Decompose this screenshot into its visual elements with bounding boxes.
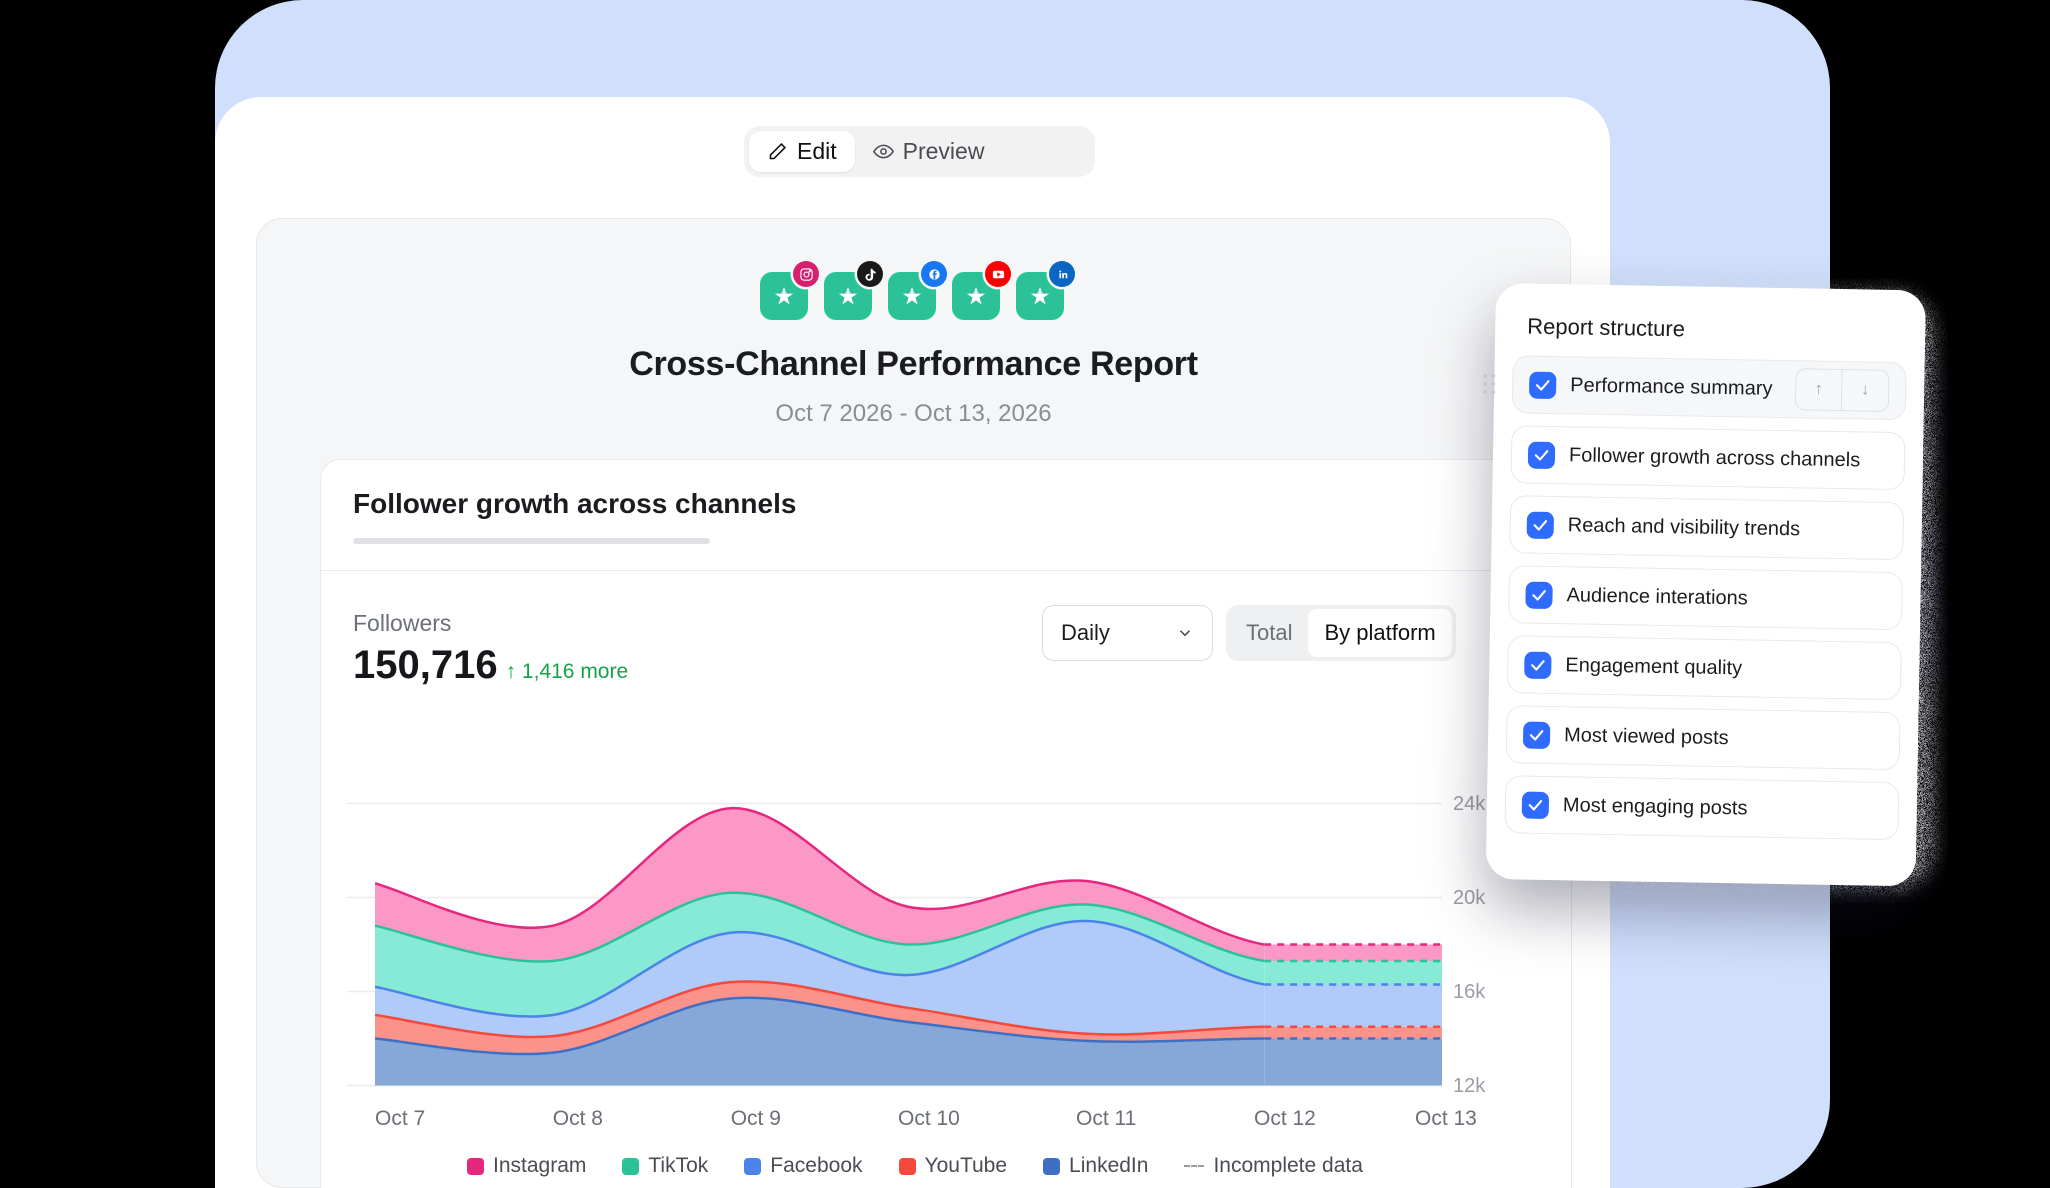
- svg-text:Oct 11: Oct 11: [1076, 1107, 1136, 1130]
- svg-text:Oct 12: Oct 12: [1254, 1107, 1316, 1130]
- svg-text:20k: 20k: [1453, 887, 1486, 909]
- svg-text:Oct 7: Oct 7: [375, 1107, 425, 1130]
- svg-text:Oct 8: Oct 8: [553, 1107, 603, 1130]
- svg-text:Oct 10: Oct 10: [898, 1107, 960, 1130]
- svg-text:12k: 12k: [1453, 1075, 1486, 1097]
- svg-text:24k: 24k: [1453, 793, 1486, 815]
- svg-text:Oct 9: Oct 9: [731, 1107, 781, 1130]
- svg-text:16k: 16k: [1453, 981, 1486, 1003]
- svg-text:Oct 13: Oct 13: [1415, 1107, 1477, 1130]
